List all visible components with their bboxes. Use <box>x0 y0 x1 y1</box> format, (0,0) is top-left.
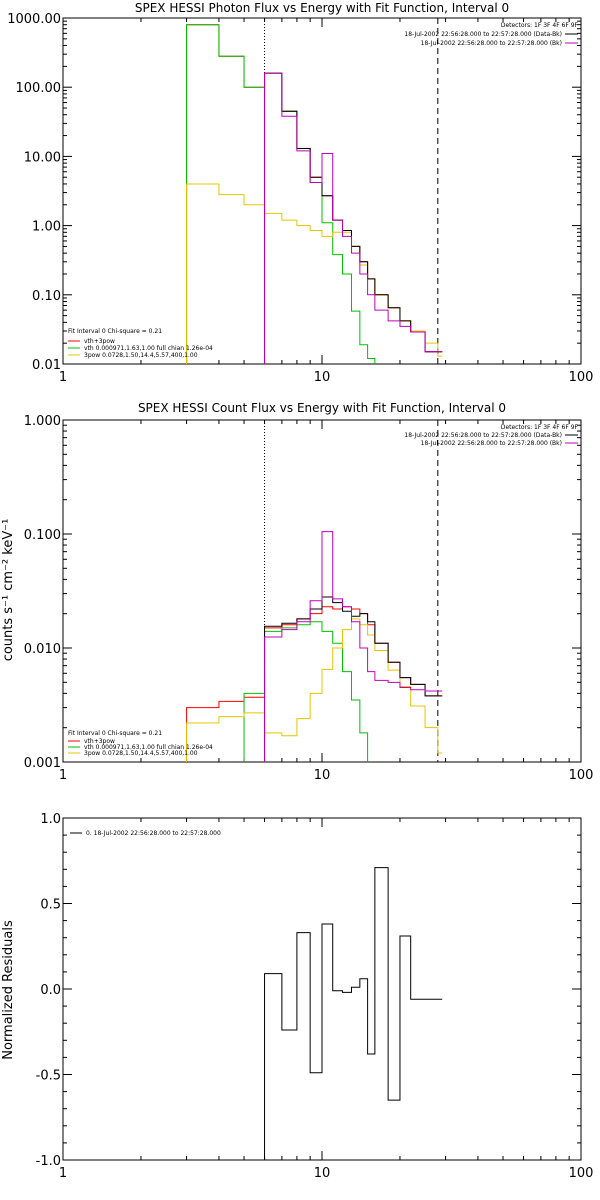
x-tick-label: 1 <box>59 370 67 385</box>
photon-legend-bk: 18-Jul-2002 22:56:28.000 to 22:57:28.000… <box>421 40 562 47</box>
photon-legend-3pow: 3pow 0.0728,1.50,14.4,5.57,400,1.00 <box>84 352 198 359</box>
residuals-legend-label: 0. 18-Jul-2002 22:56:28.000 to 22:57:28.… <box>86 830 221 837</box>
count-fit-range-lines <box>264 420 439 762</box>
photon-series <box>186 24 443 364</box>
residuals-axis-ticks: 1 10 100 -1.0 -0.5 0.0 0.5 1.0 <box>36 812 594 1181</box>
y-tick-label: 0.0 <box>40 983 61 998</box>
y-tick-label: 0.10 <box>32 289 61 304</box>
count-flux-ylabel: counts s⁻¹ cm⁻² keV⁻¹ <box>1 519 16 662</box>
y-tick-label: 10.00 <box>24 150 61 165</box>
y-tick-label: 1.000 <box>24 414 61 429</box>
residuals-series <box>264 867 443 1160</box>
photon-axis-ticks: 1 10 100 0.01 0.10 1.00 10.00 100.00 1000.00 <box>7 12 593 385</box>
y-tick-label: 1.0 <box>40 812 61 827</box>
count-axis-ticks: 1 10 100 0.001 0.010 0.100 1.000 <box>24 414 594 783</box>
residuals-ylabel: Normalized Residuals <box>1 920 16 1060</box>
series-3pow <box>186 183 443 364</box>
x-tick-label: 100 <box>569 370 594 385</box>
x-tick-label: 100 <box>569 768 594 783</box>
series-bk <box>264 72 443 364</box>
x-tick-label: 1 <box>59 768 67 783</box>
photon-flux-title: SPEX HESSI Photon Flux vs Energy with Fi… <box>135 1 509 15</box>
count-legend-data-bk: 18-Jul-2002 22:56:28.000 to 22:57:28.000… <box>404 432 562 439</box>
count-legend-bk: 18-Jul-2002 22:56:28.000 to 22:57:28.000… <box>421 440 562 447</box>
count-legend-3pow: 3pow 0.0728,1.50,14.4,5.57,400,1.00 <box>84 750 198 757</box>
series-vth-3pow <box>186 606 443 762</box>
y-tick-label: 0.010 <box>24 642 61 657</box>
x-tick-label: 10 <box>314 370 331 385</box>
count-legend-fit: Fit Interval 0 Chi-square = 0.21 <box>68 730 162 737</box>
x-tick-label: 10 <box>314 1166 331 1181</box>
x-tick-label: 1 <box>59 1166 67 1181</box>
y-tick-label: 0.100 <box>24 528 61 543</box>
count-legend-vth: vth 0.000971,1.63,1.00 full chian 1.26e-… <box>84 744 213 751</box>
photon-legend-top: Detectors: 1F 3F 4F 6F 9F 18-Jul-2002 22… <box>404 22 578 47</box>
y-tick-label: 0.001 <box>24 756 61 771</box>
series-data-bk <box>264 596 443 762</box>
count-legend-vth3pow: vth+3pow <box>84 738 115 745</box>
y-tick-label: -0.5 <box>36 1069 61 1084</box>
series-bk <box>264 531 443 762</box>
count-flux-panel: SPEX HESSI Count Flux vs Energy with Fit… <box>1 401 593 783</box>
photon-legend-vth: vth 0.000971,1.63,1.00 full chian 1.26e-… <box>84 345 213 352</box>
photon-legend-detectors: Detectors: 1F 3F 4F 6F 9F <box>501 22 579 29</box>
series-data-bk <box>264 72 443 364</box>
x-tick-label: 100 <box>569 1166 594 1181</box>
count-legend-top: Detectors: 1F 3F 4F 6F 9F 18-Jul-2002 22… <box>404 424 578 447</box>
series-vth <box>186 621 369 762</box>
y-tick-label: 1.00 <box>32 220 61 235</box>
count-legend-bottom: Fit Interval 0 Chi-square = 0.21 vth+3po… <box>68 730 213 757</box>
count-flux-title: SPEX HESSI Count Flux vs Energy with Fit… <box>138 401 506 415</box>
y-tick-label: 1000.00 <box>7 12 61 27</box>
count-series <box>186 531 443 762</box>
photon-legend-bottom: Fit Interval 0 Chi-square = 0.21 vth+3po… <box>68 328 213 359</box>
photon-flux-panel: SPEX HESSI Photon Flux vs Energy with Fi… <box>7 1 593 385</box>
series-vth <box>186 24 376 364</box>
residuals-panel: Normalized Residuals 1 10 100 -1.0 -0.5 0.0 0.… <box>1 812 593 1181</box>
y-tick-label: 0.5 <box>40 898 61 913</box>
y-tick-label: 0.01 <box>32 358 61 373</box>
photon-legend-vth3pow: vth+3pow <box>84 338 115 345</box>
photon-legend-fit: Fit Interval 0 Chi-square = 0.21 <box>68 328 162 335</box>
y-tick-label: -1.0 <box>36 1154 61 1169</box>
series-0-18-jul-2002-22-56-28-000-to-22-57-28-000 <box>264 867 443 1160</box>
residuals-legend: 0. 18-Jul-2002 22:56:28.000 to 22:57:28.… <box>70 830 221 837</box>
y-tick-label: 100.00 <box>16 81 62 96</box>
series-3pow <box>186 618 443 762</box>
x-tick-label: 10 <box>314 768 331 783</box>
photon-fit-range-lines <box>264 18 439 364</box>
photon-legend-data-bk: 18-Jul-2002 22:56:28.000 to 22:57:28.000… <box>404 31 562 38</box>
count-legend-detectors: Detectors: 1F 3F 4F 6F 9F <box>501 424 579 431</box>
